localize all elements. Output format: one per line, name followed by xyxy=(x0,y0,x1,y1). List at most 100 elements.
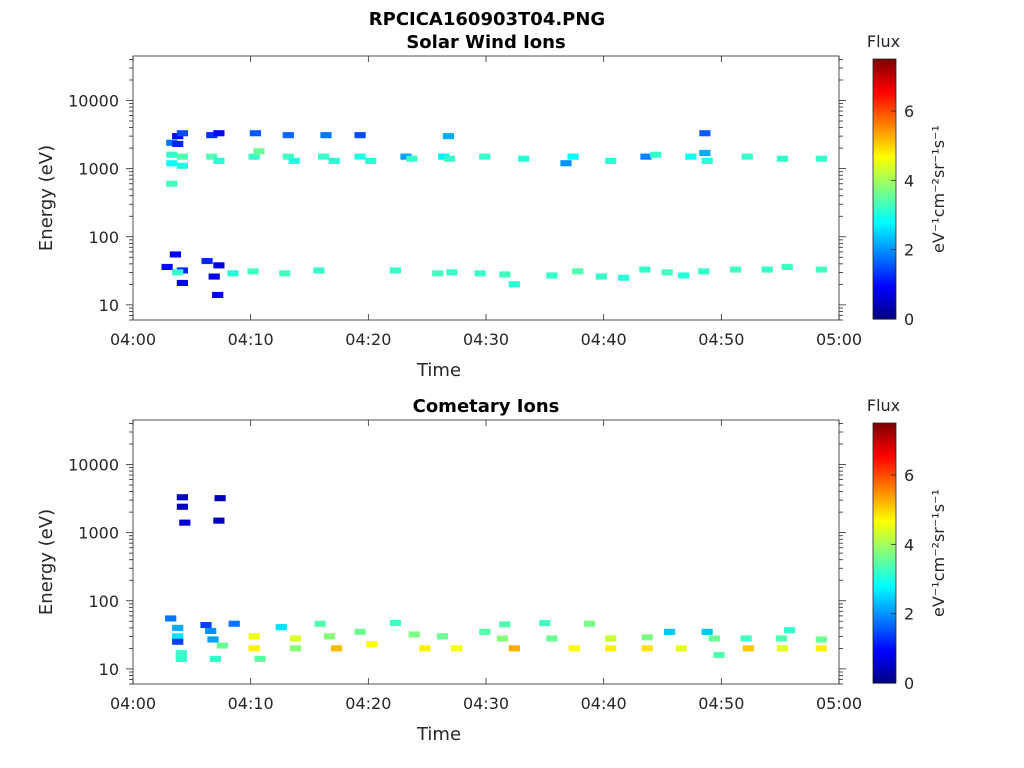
heatmap-cell xyxy=(815,155,827,162)
y-tick-label: 10000 xyxy=(68,92,119,111)
heatmap-cell xyxy=(228,620,240,627)
colorbar-segment xyxy=(873,461,896,465)
heatmap-cell xyxy=(499,621,511,628)
colorbar-segment xyxy=(873,524,896,528)
colorbar-segment xyxy=(873,579,896,583)
heatmap-cell xyxy=(216,642,228,649)
colorbar-segment xyxy=(873,197,896,200)
panel-1: Solar Wind Ions 04:00 04:10 04:20 04:30 04:40… xyxy=(36,32,948,381)
colorbar-segment xyxy=(873,475,896,479)
colorbar-segment xyxy=(873,672,896,676)
colorbar-segment xyxy=(873,650,896,654)
heatmap-cell xyxy=(331,645,343,652)
plot-area xyxy=(133,56,839,320)
colorbar-segment xyxy=(873,262,896,265)
colorbar-segment xyxy=(873,270,896,273)
heatmap-cell xyxy=(172,269,184,276)
heatmap-cell xyxy=(618,274,630,281)
colorbar-segment xyxy=(873,87,896,91)
colorbar-segment xyxy=(873,233,896,237)
x-axis-label: Time xyxy=(416,360,461,381)
figure-title: RPCICA160903T04.PNG xyxy=(369,9,605,30)
heatmap-cell xyxy=(179,519,191,526)
colorbar-segment xyxy=(873,471,896,475)
colorbar-segment xyxy=(873,573,896,576)
colorbar-segment xyxy=(873,172,896,176)
colorbar-segment xyxy=(873,247,896,251)
colorbar-segment xyxy=(873,221,896,225)
colorbar-segment xyxy=(873,463,896,467)
colorbar-segment xyxy=(873,622,896,625)
heatmap-cell xyxy=(649,151,662,158)
colorbar-segment xyxy=(873,85,896,89)
heatmap-cell xyxy=(664,628,676,635)
heatmap-cell xyxy=(546,272,558,279)
colorbar-segment xyxy=(873,605,896,609)
colorbar-segment xyxy=(873,59,896,62)
colorbar-segment xyxy=(873,437,896,440)
colorbar-segment xyxy=(873,308,896,312)
colorbar-segment xyxy=(873,427,896,430)
colorbar-segment xyxy=(873,217,896,221)
y-tick-label: 100 xyxy=(88,228,119,247)
colorbar-segment xyxy=(873,630,896,633)
x-tick-label: 04:20 xyxy=(345,330,391,349)
colorbar-frame xyxy=(872,422,897,684)
colorbar-segment xyxy=(873,63,896,66)
colorbar-segment xyxy=(873,636,896,639)
colorbar-segment xyxy=(873,494,896,497)
colorbar-segment xyxy=(873,121,896,125)
x-tick-label: 04:00 xyxy=(110,694,156,713)
x-tick-label: 04:50 xyxy=(698,694,744,713)
y-tick-label: 1000 xyxy=(78,160,119,179)
x-tick-label: 04:10 xyxy=(228,694,274,713)
plot-area xyxy=(133,420,839,684)
colorbar-segment xyxy=(873,166,896,170)
colorbar-label: eV⁻¹cm⁻²sr⁻¹s⁻¹ xyxy=(929,489,948,617)
heatmap-cell xyxy=(282,132,294,139)
colorbar-segment xyxy=(873,607,896,611)
x-tick-label: 04:10 xyxy=(228,330,274,349)
heatmap-cell xyxy=(474,270,486,277)
y-tick-label: 10 xyxy=(99,296,119,315)
colorbar-tick-label: 4 xyxy=(904,535,914,554)
colorbar-segment xyxy=(873,109,896,113)
heatmap-cell xyxy=(247,268,259,275)
heatmap-cell xyxy=(584,620,596,627)
colorbar-segment xyxy=(873,455,896,459)
colorbar-segment xyxy=(873,453,896,457)
x-tick-label: 05:00 xyxy=(816,330,862,349)
colorbar-segment xyxy=(873,134,896,137)
heatmap-cell xyxy=(740,635,752,642)
colorbar-segment xyxy=(873,540,896,544)
colorbar-segment xyxy=(873,429,896,432)
colorbar-segment xyxy=(873,536,896,540)
heatmap-cell xyxy=(313,267,325,274)
colorbar-segment xyxy=(873,445,896,448)
colorbar-segment xyxy=(873,512,896,516)
colorbar-segment xyxy=(873,599,896,603)
colorbar-tick-label: 0 xyxy=(904,674,914,693)
colorbar-segment xyxy=(873,500,896,503)
colorbar-segment xyxy=(873,526,896,530)
heatmap-cell xyxy=(400,153,412,160)
colorbar-segment xyxy=(873,286,896,290)
colorbar-title: Flux xyxy=(867,396,900,415)
colorbar-segment xyxy=(873,518,896,522)
colorbar-segment xyxy=(873,142,896,145)
colorbar-segment xyxy=(873,91,896,95)
heatmap-cell xyxy=(741,153,753,160)
colorbar-segment xyxy=(873,119,896,123)
heatmap-cell xyxy=(640,153,652,160)
colorbar-segment xyxy=(873,601,896,605)
heatmap-cell xyxy=(201,258,213,265)
colorbar-segment xyxy=(873,510,896,513)
heatmap-cell xyxy=(208,273,220,280)
colorbar-segment xyxy=(873,75,896,78)
heatmap-cell xyxy=(176,279,188,286)
colorbar-segment xyxy=(873,492,896,495)
colorbar-segment xyxy=(873,154,896,158)
colorbar-segment xyxy=(873,61,896,64)
colorbar-segment xyxy=(873,219,896,223)
colorbar-segment xyxy=(873,229,896,233)
